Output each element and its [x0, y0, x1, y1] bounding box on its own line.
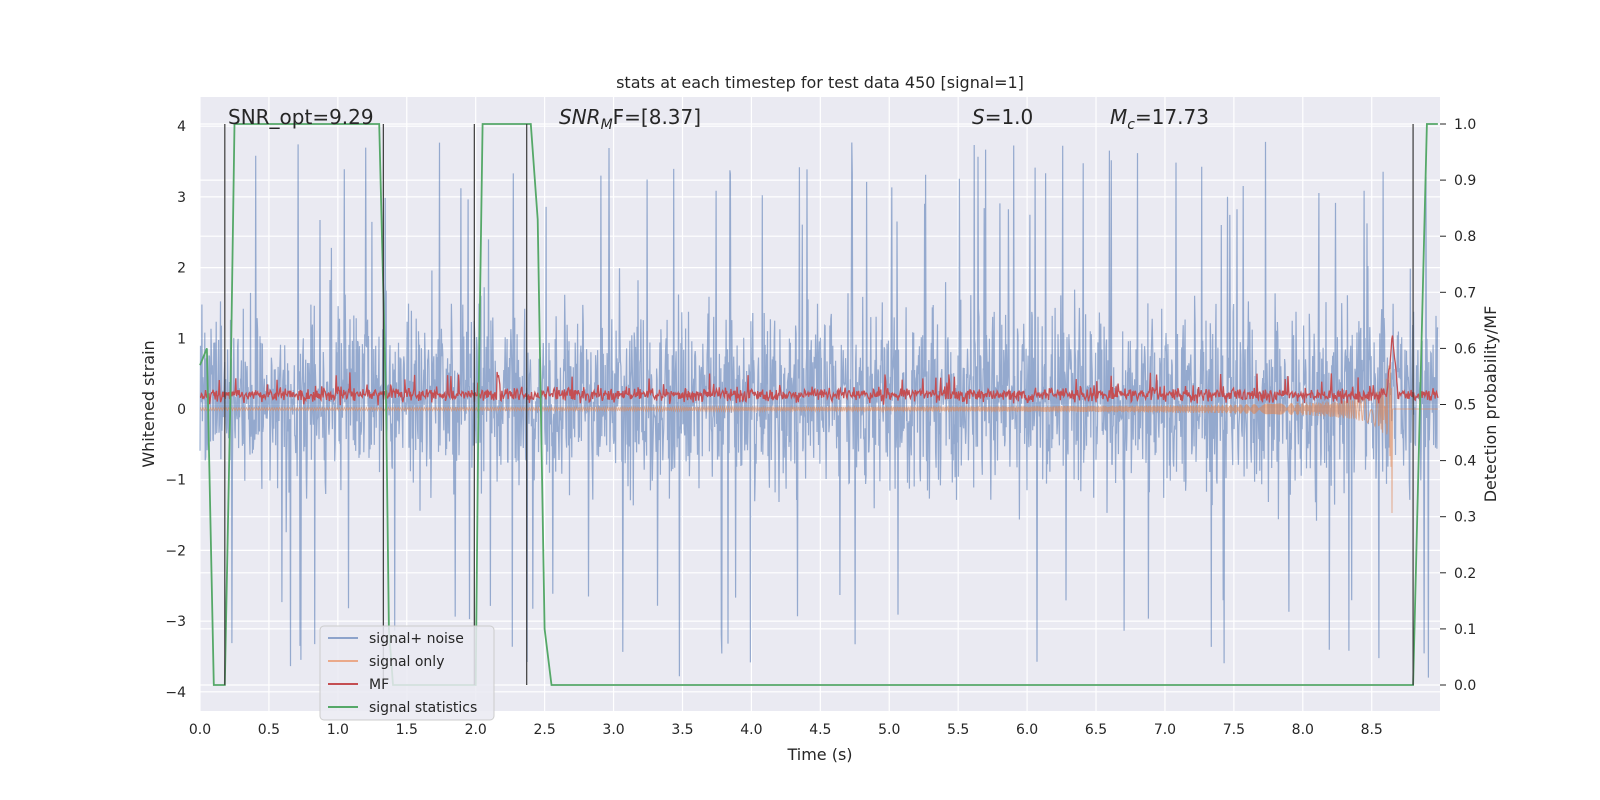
annotation-snr-mf-main: SNR [559, 105, 601, 129]
y-left-tick-label: −1 [165, 473, 186, 489]
legend: signal+ noise signal only MF signal stat… [319, 625, 495, 721]
y-right-tick-label: 0.2 [1454, 566, 1476, 582]
x-tick-label: 2.5 [533, 722, 555, 738]
y-left-tick-label: −2 [165, 543, 186, 559]
series-signal-only [200, 364, 1438, 514]
annotation-s: S=1.0 [972, 105, 1033, 129]
y-left-tick-label: 0 [177, 402, 186, 418]
x-tick-labels: 0.0 0.5 1.0 1.5 2.0 2.5 3.0 3.5 4.0 4.5 5.0 5.5 6.0 6… [189, 722, 1383, 738]
x-tick-label: 6.5 [1085, 722, 1107, 738]
x-tick-label: 1.0 [327, 722, 349, 738]
y-right-tick-label: 0.7 [1454, 285, 1476, 301]
x-tick-label: 4.5 [809, 722, 831, 738]
y-left-axis-label: Whitened strain [139, 340, 158, 467]
y-right-tick-label: 0.9 [1454, 173, 1476, 189]
x-tick-label: 7.0 [1154, 722, 1176, 738]
y-right-tick-label: 0.3 [1454, 510, 1476, 526]
y-right-tick-label: 0.4 [1454, 454, 1476, 470]
x-tick-label: 5.5 [947, 722, 969, 738]
vertical-markers [224, 124, 1414, 685]
y-left-tick-label: 3 [177, 190, 186, 206]
x-tick-label: 3.0 [602, 722, 624, 738]
series-signal-statistics [199, 123, 1438, 686]
x-tick-label: 8.5 [1361, 722, 1383, 738]
series-layer [199, 123, 1439, 686]
annotation-snr-mf: SNRMF=[8.37] [559, 105, 701, 133]
x-tick-label: 5.0 [878, 722, 900, 738]
x-tick-label: 4.0 [740, 722, 762, 738]
legend-box [319, 625, 495, 721]
y-right-tick-label: 0.5 [1454, 398, 1476, 414]
y-left-tick-label: −3 [165, 614, 186, 630]
annotation-snr-opt: SNR_opt=9.29 [228, 105, 374, 129]
x-tick-label: 1.5 [396, 722, 418, 738]
annotation-mc-rest: =17.73 [1135, 105, 1209, 129]
annotation-snr-mf-sub: M [601, 117, 613, 133]
x-tick-label: 3.5 [671, 722, 693, 738]
y-left-tick-labels: −4 −3 −2 −1 0 1 2 3 4 [165, 119, 186, 701]
y-right-tick-label: 0.0 [1454, 678, 1476, 694]
x-axis-label: Time (s) [786, 745, 852, 764]
y-left-tick-label: 4 [177, 119, 186, 135]
y-left-tick-label: −4 [165, 685, 186, 701]
chart-title: stats at each timestep for test data 450… [616, 73, 1024, 92]
series-mf [199, 335, 1439, 406]
annotation-s-main: S [972, 105, 985, 129]
y-right-tick-label: 1.0 [1454, 117, 1476, 133]
x-tick-label: 0.5 [258, 722, 280, 738]
legend-label-signal-noise: signal+ noise [369, 631, 464, 647]
x-tick-label: 8.0 [1292, 722, 1314, 738]
y-right-tick-label: 0.1 [1454, 622, 1476, 638]
annotation-snr-mf-rest: F=[8.37] [613, 105, 701, 129]
y-right-axis-label: Detection probability/MF [1481, 306, 1500, 503]
y-right-tick-label: 0.8 [1454, 229, 1476, 245]
annotation-s-rest: =1.0 [985, 105, 1034, 129]
y-right-tick-labels: 0.0 0.1 0.2 0.3 0.4 0.5 0.6 0.7 0.8 0.9 1.0 [1440, 117, 1476, 694]
x-tick-label: 7.5 [1223, 722, 1245, 738]
y-left-tick-label: 2 [177, 261, 186, 277]
legend-label-signal-statistics: signal statistics [369, 700, 477, 716]
x-tick-label: 6.0 [1016, 722, 1038, 738]
x-tick-label: 0.0 [189, 722, 211, 738]
x-tick-label: 2.0 [465, 722, 487, 738]
y-right-tick-label: 0.6 [1454, 341, 1476, 357]
annotation-mc-main: M [1110, 105, 1127, 129]
annotation-mc: Mc=17.73 [1110, 105, 1209, 133]
y-left-tick-label: 1 [177, 331, 186, 347]
legend-label-mf: MF [369, 677, 389, 693]
legend-label-signal-only: signal only [369, 654, 444, 670]
annotation-mc-sub: c [1127, 117, 1135, 133]
